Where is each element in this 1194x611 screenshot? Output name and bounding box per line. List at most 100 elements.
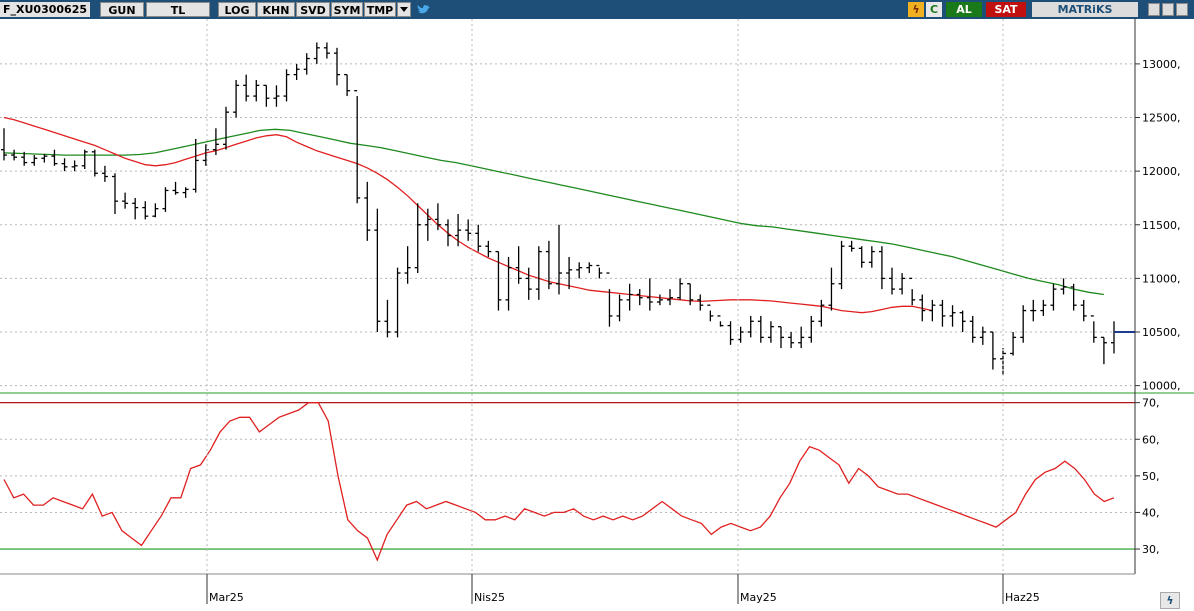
ohlc-bar: [303, 53, 310, 75]
twitter-bird-icon[interactable]: [417, 3, 431, 16]
ohlc-bar: [51, 149, 58, 166]
ohlc-bar: [122, 192, 129, 209]
ohlc-bar: [556, 224, 562, 295]
ohlc-bar: [142, 201, 149, 220]
ohlc-bar: [101, 165, 108, 182]
osc-tick-label: 40,: [1142, 506, 1160, 519]
ohlc-bar: [687, 283, 694, 306]
ohlc-bar: [112, 173, 118, 215]
ohlc-bar: [535, 246, 542, 300]
svd-button[interactable]: SVD: [296, 2, 330, 17]
buy-button[interactable]: AL: [946, 2, 982, 17]
maximize-icon[interactable]: [1176, 3, 1188, 16]
date-tick-label: May25: [740, 591, 777, 604]
ohlc-bar: [354, 90, 361, 204]
osc-tick-label: 30,: [1142, 543, 1160, 556]
ohlc-bar: [576, 262, 583, 279]
ohlc-bar: [293, 63, 300, 80]
ohlc-bar: [263, 84, 270, 107]
ohlc-bar: [445, 219, 451, 247]
ohlc-bar: [334, 47, 340, 86]
ohlc-bar: [596, 264, 603, 279]
ohlc-bar: [848, 240, 855, 252]
ohlc-bar: [223, 106, 229, 150]
ohlc-bar: [828, 267, 835, 311]
ohlc-bar: [868, 246, 875, 268]
sym-button[interactable]: SYM: [331, 2, 363, 17]
price-bars: [1, 42, 1117, 375]
ohlc-bar: [677, 278, 684, 300]
ohlc-bar: [91, 149, 98, 177]
ohlc-bar: [283, 69, 290, 102]
ohlc-bar: [233, 79, 240, 118]
oscillator: [3, 402, 1115, 562]
brand-logo: MATRiKS: [1032, 2, 1138, 17]
lightning-icon[interactable]: ϟ: [908, 2, 924, 17]
ohlc-bar: [697, 294, 704, 311]
ohlc-bar: [818, 299, 825, 327]
ohlc-bar: [475, 224, 482, 252]
ohlc-bar: [344, 73, 351, 97]
ohlc-bar: [636, 289, 643, 306]
ohlc-bar: [1050, 283, 1057, 311]
ohlc-bar: [727, 321, 734, 345]
ohlc-bar: [788, 332, 795, 349]
ohlc-bar: [919, 294, 926, 322]
khn-button[interactable]: KHN: [257, 2, 295, 17]
ohlc-bar: [979, 326, 986, 345]
ohlc-bar: [566, 256, 573, 290]
ohlc-bar: [455, 214, 462, 247]
ohlc-bar: [616, 294, 623, 322]
ohlc-bar: [374, 208, 381, 333]
sell-button[interactable]: SAT: [986, 2, 1026, 17]
chart-area: 10000, 10500, 11000, 11500, 12000, 12500, 1300…: [0, 19, 1194, 604]
ohlc-bar: [778, 326, 784, 349]
date-tick-label: Mar25: [209, 591, 244, 604]
ohlc-bar: [889, 267, 895, 295]
ohlc-bar: [424, 208, 431, 241]
ohlc-bar: [212, 128, 219, 156]
ohlc-bar: [434, 203, 441, 231]
price-tick-label: 12500,: [1142, 112, 1181, 125]
ohlc-bar: [1080, 299, 1087, 322]
chevron-down-icon[interactable]: [397, 2, 411, 17]
ohlc-bar: [71, 160, 78, 172]
ohlc-bar: [81, 149, 88, 169]
ohlc-bar: [717, 315, 724, 327]
symbol-label[interactable]: F_XU0300625: [0, 2, 91, 17]
ohlc-bar: [586, 262, 593, 274]
tmp-button[interactable]: TMP: [364, 2, 396, 17]
ohlc-bar: [192, 138, 199, 193]
ohlc-bar: [626, 283, 633, 311]
refresh-icon[interactable]: C: [926, 2, 942, 17]
osc-tick-label: 70,: [1142, 397, 1160, 410]
ma-short-line: [3, 116, 933, 314]
ohlc-bar: [41, 153, 48, 163]
minimize-icon[interactable]: [1162, 3, 1174, 16]
ohlc-bar: [767, 321, 774, 343]
ohlc-bar: [545, 240, 552, 290]
ohlc-bar: [1070, 283, 1077, 311]
date-axis-labels: Mar25 Nis25 May25 Haz25: [206, 19, 1040, 604]
settings-icon[interactable]: ϟ: [1160, 592, 1180, 609]
osc-tick-label: 50,: [1142, 470, 1160, 483]
ohlc-bar: [1090, 315, 1097, 343]
ma-long-line: [3, 128, 1104, 296]
ohlc-bar: [1100, 336, 1107, 365]
log-button[interactable]: LOG: [218, 2, 256, 17]
ohlc-bar: [1111, 321, 1117, 354]
ohlc-bar: [737, 326, 744, 343]
oscillator-line: [3, 402, 1115, 562]
dropdown-icon[interactable]: [1148, 3, 1160, 16]
ohlc-bar: [989, 331, 996, 370]
ohlc-bar: [707, 304, 714, 322]
ohlc-bar: [939, 299, 946, 327]
currency-button[interactable]: TL: [146, 2, 210, 17]
ohlc-bar: [495, 250, 502, 311]
period-button[interactable]: GUN: [100, 2, 144, 17]
ohlc-bar: [959, 310, 966, 333]
ohlc-bar: [1030, 299, 1037, 322]
price-axis-labels: 10000, 10500, 11000, 11500, 12000, 12500, 1300…: [1114, 58, 1181, 393]
ohlc-bar: [808, 315, 815, 343]
ohlc-bar: [31, 155, 38, 166]
